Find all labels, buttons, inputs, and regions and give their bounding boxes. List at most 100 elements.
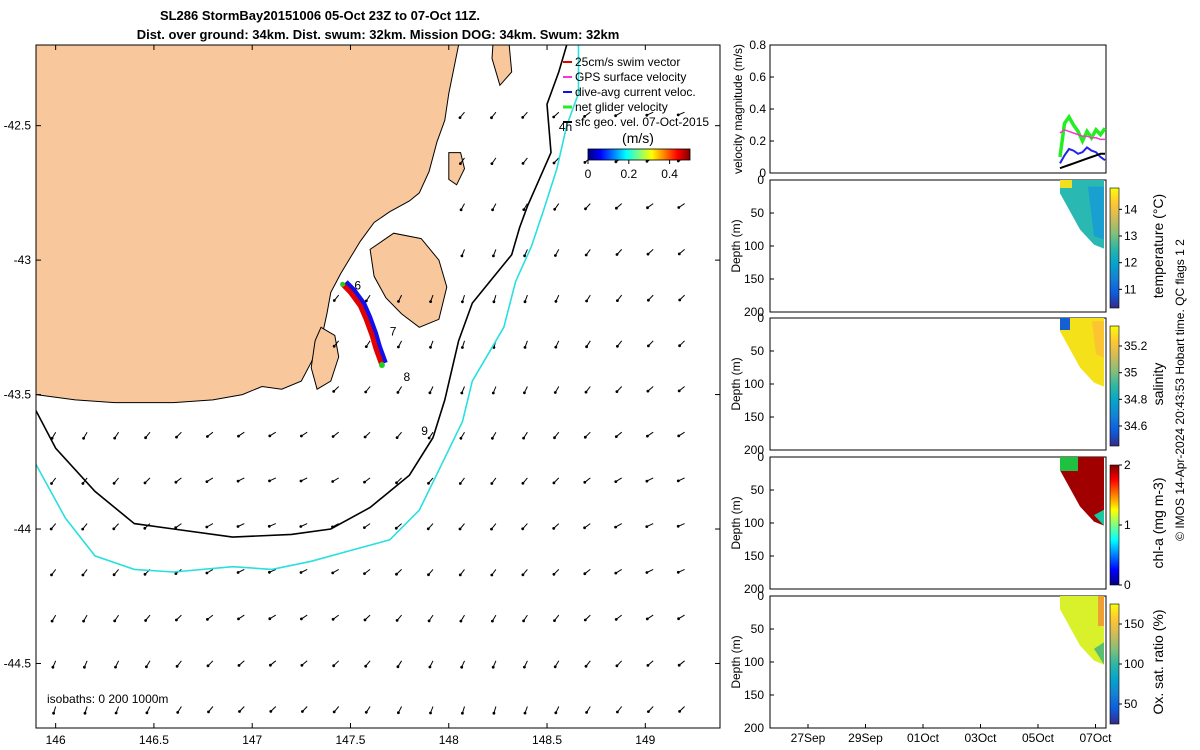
arrow-head <box>585 711 588 714</box>
map-x-tick-label: 148 <box>439 733 459 747</box>
profile-y-tick-label: 0 <box>757 173 764 187</box>
arrow-head <box>647 298 650 302</box>
profile-surface-warm <box>1060 180 1072 188</box>
arrow-head <box>521 481 525 485</box>
track-swim <box>340 282 385 366</box>
arrow-head <box>396 391 400 394</box>
arrow-head <box>49 527 53 531</box>
arrow-head <box>614 571 618 575</box>
arrow-head <box>205 525 209 529</box>
arrow-head <box>364 299 368 303</box>
arrow-head <box>332 390 336 393</box>
arrow-head <box>363 572 366 575</box>
arrow-head <box>112 481 116 485</box>
profile-y-tick-label: 150 <box>744 688 764 702</box>
arrow-head <box>112 573 116 577</box>
arrow-head <box>646 434 649 438</box>
profile-panel-1: 0 50 100 150 200 Depth (m) 34.6 34.8 35 35.2salin… <box>729 311 1166 457</box>
profile-y-tick-label: 100 <box>744 239 764 253</box>
arrow-head <box>677 206 681 209</box>
arrow-head <box>426 527 430 531</box>
arrow-head <box>395 436 399 439</box>
arrow-head <box>427 436 431 440</box>
velocity-colorbar-tick-label: 0.2 <box>620 167 637 181</box>
map-y-tick-label: -43.5 <box>4 388 32 402</box>
legend-net: net glider velocity <box>575 100 668 114</box>
arrow-head <box>269 710 273 713</box>
profile-colorbar-tick-label: 35.2 <box>1124 339 1148 353</box>
arrow-head <box>646 252 650 256</box>
land-layer <box>36 45 513 404</box>
profile-y-tick-label: 0 <box>757 450 764 464</box>
arrow-head <box>645 525 649 528</box>
arrow-head <box>364 345 368 348</box>
arrow-head <box>614 480 618 483</box>
title-line-2: Dist. over ground: 34km. Dist. swum: 32k… <box>137 27 620 42</box>
arrow-head <box>50 619 54 623</box>
arrow-head <box>521 116 525 119</box>
arrow-head <box>522 436 525 440</box>
arrow-head <box>145 711 149 715</box>
arrow-head <box>299 525 303 528</box>
arrow-head <box>461 300 464 304</box>
arrow-head <box>614 525 617 529</box>
velocity-colorbar-gradient <box>587 148 691 161</box>
arrow-head <box>614 618 618 621</box>
arrow-head <box>50 482 53 485</box>
arrow-head <box>429 711 432 715</box>
arrow-head <box>585 345 588 349</box>
profile-colorbar <box>1109 464 1120 586</box>
isobath-200m <box>36 45 568 538</box>
arrow-head <box>645 159 649 163</box>
arrow-head <box>206 664 210 668</box>
arrow-head <box>583 480 587 484</box>
profile-y-tick-label: 150 <box>744 549 764 563</box>
arrow-head <box>396 665 400 669</box>
profile-panel-3: 0 50 100 150 200 Depth (m) 50 100 150 Ox. sat. ra… <box>729 589 1166 735</box>
arrow-head <box>583 435 587 439</box>
arrow-head <box>492 300 496 304</box>
arrow-head <box>645 617 649 621</box>
arrow-head <box>646 206 649 210</box>
profile-y-tick-label: 200 <box>744 443 764 457</box>
arrow-head <box>364 390 368 394</box>
arrow-head <box>268 617 272 621</box>
track-start-point <box>340 281 346 287</box>
arrow-head <box>676 524 680 528</box>
arrow-head <box>553 207 557 211</box>
arrow-head <box>614 435 618 438</box>
arrow-head <box>459 619 463 623</box>
map-y-tick-label: -43 <box>14 253 32 267</box>
velocity-colorbar-ticks: 0 0.2 0.4 <box>585 160 678 181</box>
profile-ylabel: Depth (m) <box>729 219 743 272</box>
arrow-head <box>145 665 148 669</box>
arrow-head <box>175 435 178 439</box>
arrow-head <box>363 526 366 529</box>
arrow-head <box>428 391 432 395</box>
arrow-head <box>491 208 494 212</box>
profile-colorbar-tick-label: 35 <box>1124 366 1138 380</box>
arrow-head <box>553 619 556 622</box>
arrow-head <box>81 527 85 531</box>
arrow-head <box>237 617 240 621</box>
profile-colorbar-tick-label: 12 <box>1124 256 1138 270</box>
arrow-head <box>553 391 557 394</box>
arrow-head <box>614 160 618 164</box>
arrow-head <box>583 618 587 622</box>
velocity-colorbar-tick-label: 0 <box>585 167 592 181</box>
profile-deep-chl <box>1094 509 1104 526</box>
isobath-1000m <box>36 45 580 573</box>
profile-colorbar-tick-label: 34.6 <box>1124 419 1148 433</box>
velocity-arrows <box>49 111 685 715</box>
arrow-head <box>397 300 400 303</box>
arrow-head <box>677 434 681 438</box>
arrow-head <box>144 619 148 622</box>
arrow-head <box>492 711 496 715</box>
arrow-head <box>584 253 588 257</box>
track-label-6: 6 <box>354 279 361 293</box>
arrow-head <box>614 114 617 118</box>
arrow-head <box>331 617 335 621</box>
arrow-head <box>678 710 681 713</box>
track-label-4h: 4h <box>559 120 572 134</box>
arrow-head <box>174 572 178 575</box>
